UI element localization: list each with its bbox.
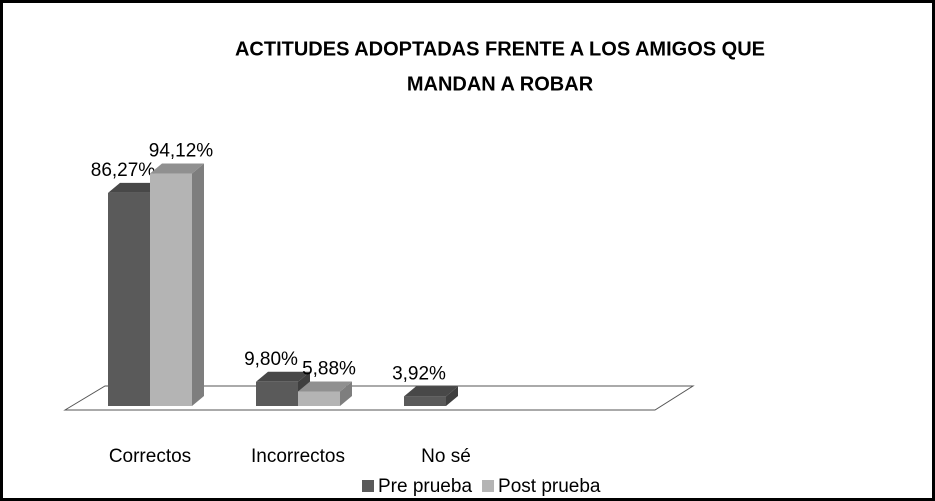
legend-swatch [362, 480, 374, 492]
bar-top [256, 371, 310, 382]
bar-top [404, 386, 458, 397]
chart-title: ACTITUDES ADOPTADAS FRENTE A LOS AMIGOS … [235, 38, 765, 60]
bar [298, 381, 352, 406]
bar-top [108, 182, 162, 193]
chart-title: MANDAN A ROBAR [407, 73, 594, 95]
bar-top [150, 163, 204, 174]
data-label: 9,80% [244, 349, 298, 370]
x-tick-label: No sé [421, 446, 471, 467]
bar-side [192, 163, 204, 406]
bar-front [108, 192, 150, 406]
bar-front [150, 173, 192, 406]
data-label: 5,88% [302, 358, 356, 379]
legend-swatch [482, 480, 495, 492]
data-label: 86,27% [91, 160, 156, 181]
bar-front [298, 391, 340, 406]
x-tick-label: Correctos [109, 446, 191, 467]
bar [404, 386, 458, 406]
bar-front [404, 396, 446, 406]
legend-label: Post prueba [498, 476, 601, 497]
legend-label: Pre prueba [378, 476, 472, 497]
x-tick-label: Incorrectos [251, 446, 345, 467]
bar [150, 163, 204, 406]
data-label: 94,12% [149, 141, 214, 162]
floor [63, 385, 695, 411]
data-label: 3,92% [392, 363, 446, 384]
bar-side [446, 386, 458, 406]
bar-front [256, 381, 298, 406]
bar-top [298, 381, 352, 392]
bar-side [340, 381, 352, 406]
